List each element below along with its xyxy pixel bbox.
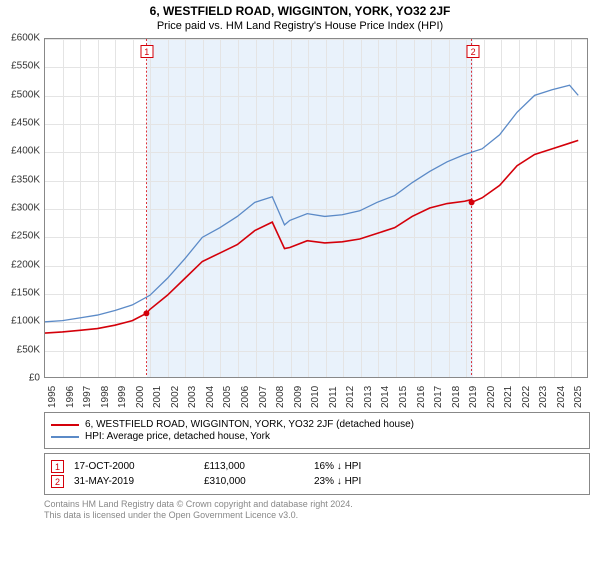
legend-swatch [51,436,79,438]
event-date: 31-MAY-2019 [74,476,204,487]
ytick-label: £0 [0,373,40,384]
ytick-label: £50K [0,344,40,355]
xtick-label: 2012 [345,386,356,408]
footer-line-1: Contains HM Land Registry data © Crown c… [44,499,590,510]
xtick-label: 2007 [258,386,269,408]
xtick-label: 2004 [205,386,216,408]
legend-item: HPI: Average price, detached house, York [51,431,583,442]
marker-box: 2 [467,45,480,58]
xtick-label: 2001 [152,386,163,408]
event-value: £310,000 [204,476,314,487]
xtick-label: 2016 [416,386,427,408]
series-price_paid [45,140,578,333]
xtick-label: 2021 [503,386,514,408]
xtick-label: 2009 [293,386,304,408]
xtick-label: 2017 [433,386,444,408]
ytick-label: £100K [0,316,40,327]
ytick-label: £450K [0,118,40,129]
xtick-label: 2018 [451,386,462,408]
xtick-label: 1997 [82,386,93,408]
xtick-label: 2014 [380,386,391,408]
xtick-label: 2000 [135,386,146,408]
legend-swatch [51,424,79,426]
ytick-label: £200K [0,259,40,270]
page-title: 6, WESTFIELD ROAD, WIGGINTON, YORK, YO32… [0,4,600,18]
xtick-label: 2006 [240,386,251,408]
legend-label: HPI: Average price, detached house, York [85,431,270,442]
series-hpi [45,85,578,322]
event-value: £113,000 [204,461,314,472]
xtick-label: 2015 [398,386,409,408]
xtick-label: 2008 [275,386,286,408]
xtick-label: 2019 [468,386,479,408]
ytick-label: £600K [0,33,40,44]
xtick-label: 2013 [363,386,374,408]
ytick-label: £550K [0,61,40,72]
xtick-label: 2022 [521,386,532,408]
xtick-label: 1999 [117,386,128,408]
xtick-label: 2023 [538,386,549,408]
page-subtitle: Price paid vs. HM Land Registry's House … [0,20,600,32]
event-date: 17-OCT-2000 [74,461,204,472]
xtick-label: 2025 [573,386,584,408]
ytick-label: £400K [0,146,40,157]
event-marker-box: 1 [51,460,64,473]
xtick-label: 2011 [328,386,339,408]
xtick-label: 2024 [556,386,567,408]
chart: 12 [44,38,588,378]
ytick-label: £500K [0,89,40,100]
marker-box: 1 [140,45,153,58]
event-row: 2 31-MAY-2019£310,00023% ↓ HPI [51,475,583,488]
event-marker-box: 2 [51,475,64,488]
xtick-label: 2003 [187,386,198,408]
xtick-label: 2020 [486,386,497,408]
event-delta: 23% ↓ HPI [314,476,361,487]
xtick-label: 1995 [47,386,58,408]
xtick-label: 1996 [65,386,76,408]
event-delta: 16% ↓ HPI [314,461,361,472]
footer-attribution: Contains HM Land Registry data © Crown c… [44,499,590,522]
footer-line-2: This data is licensed under the Open Gov… [44,510,590,521]
events-table: 1 17-OCT-2000£113,00016% ↓ HPI 2 31-MAY-201… [44,453,590,495]
ytick-label: £250K [0,231,40,242]
xtick-label: 2005 [222,386,233,408]
event-row: 1 17-OCT-2000£113,00016% ↓ HPI [51,460,583,473]
ytick-label: £150K [0,288,40,299]
xtick-label: 1998 [100,386,111,408]
chart-lines [45,39,587,377]
ytick-label: £350K [0,174,40,185]
legend-item: 6, WESTFIELD ROAD, WIGGINTON, YORK, YO32… [51,419,583,430]
ytick-label: £300K [0,203,40,214]
legend-label: 6, WESTFIELD ROAD, WIGGINTON, YORK, YO32… [85,419,414,430]
xtick-label: 2010 [310,386,321,408]
legend: 6, WESTFIELD ROAD, WIGGINTON, YORK, YO32… [44,412,590,449]
xtick-label: 2002 [170,386,181,408]
